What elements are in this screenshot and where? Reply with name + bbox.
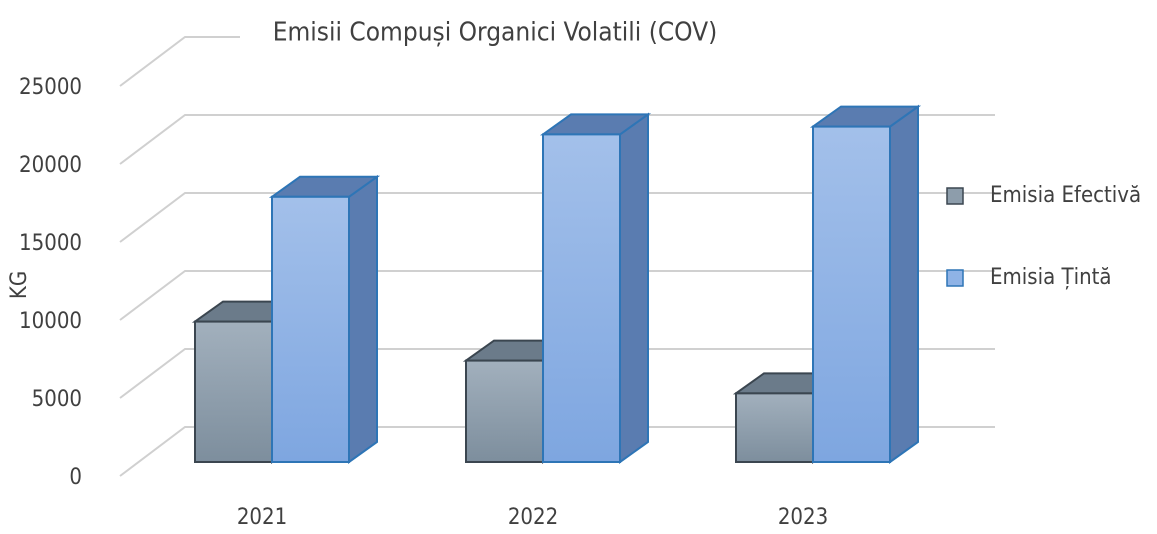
x-tick-label: 2023 xyxy=(778,505,828,530)
chart-title: Emisii Compuși Organici Volatili (COV) xyxy=(273,18,718,48)
bar xyxy=(809,104,922,464)
bar-side xyxy=(619,112,649,464)
bar-front xyxy=(194,320,273,463)
grid-line xyxy=(119,426,995,477)
x-tick-label: 2021 xyxy=(237,505,287,530)
y-tick-label: 20000 xyxy=(19,153,82,178)
legend-label: Emisia Efectivă xyxy=(990,183,1141,208)
bar-side xyxy=(889,104,919,464)
y-tick-label: 0 xyxy=(69,465,82,490)
bar-front xyxy=(812,125,891,463)
bar-front xyxy=(271,195,350,464)
y-tick-label: 15000 xyxy=(19,231,82,256)
bar-front xyxy=(465,359,544,464)
bar-side xyxy=(348,174,378,464)
bar-front xyxy=(735,392,814,463)
legend-swatch xyxy=(946,187,964,205)
x-tick-label: 2022 xyxy=(508,505,558,530)
grid-line xyxy=(119,270,995,321)
grid-line xyxy=(119,36,240,87)
grid-line xyxy=(119,348,995,399)
y-tick-label: 10000 xyxy=(19,309,82,334)
bar-front xyxy=(542,133,621,463)
y-axis-label: KG xyxy=(7,271,32,299)
y-tick-label: 25000 xyxy=(19,75,82,100)
legend-label: Emisia Țintă xyxy=(990,265,1112,290)
bar xyxy=(539,112,652,464)
legend-swatch xyxy=(946,269,964,287)
grid-line xyxy=(119,114,995,165)
bar xyxy=(268,174,381,464)
y-tick-label: 5000 xyxy=(32,387,82,412)
grid-line xyxy=(119,192,995,243)
